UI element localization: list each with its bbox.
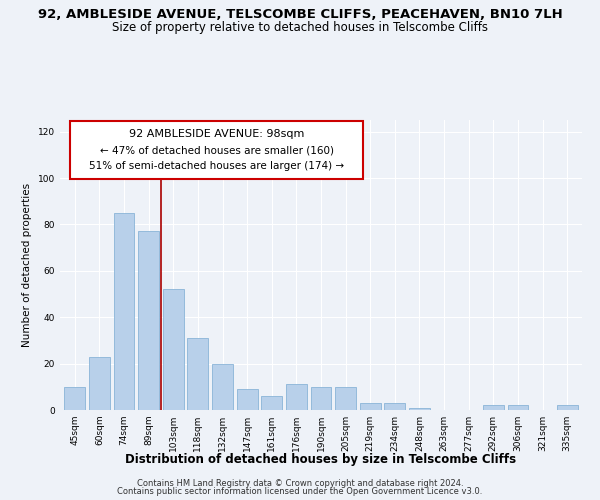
Bar — [89, 356, 110, 410]
Bar — [113, 213, 134, 410]
Text: Contains HM Land Registry data © Crown copyright and database right 2024.: Contains HM Land Registry data © Crown c… — [137, 478, 463, 488]
Bar — [212, 364, 233, 410]
Bar — [483, 406, 504, 410]
FancyBboxPatch shape — [70, 122, 363, 180]
Bar — [261, 396, 282, 410]
Text: Size of property relative to detached houses in Telscombe Cliffs: Size of property relative to detached ho… — [112, 21, 488, 34]
Bar — [385, 403, 406, 410]
Bar — [236, 389, 257, 410]
Text: 51% of semi-detached houses are larger (174) →: 51% of semi-detached houses are larger (… — [89, 160, 344, 170]
Bar — [286, 384, 307, 410]
Text: Distribution of detached houses by size in Telscombe Cliffs: Distribution of detached houses by size … — [125, 452, 517, 466]
Y-axis label: Number of detached properties: Number of detached properties — [22, 183, 32, 347]
Bar — [360, 403, 381, 410]
Bar — [508, 406, 529, 410]
Bar — [138, 232, 159, 410]
Text: 92 AMBLESIDE AVENUE: 98sqm: 92 AMBLESIDE AVENUE: 98sqm — [129, 128, 304, 138]
Bar — [335, 387, 356, 410]
Text: Contains public sector information licensed under the Open Government Licence v3: Contains public sector information licen… — [118, 487, 482, 496]
Text: ← 47% of detached houses are smaller (160): ← 47% of detached houses are smaller (16… — [100, 145, 334, 155]
Bar — [64, 387, 85, 410]
Bar — [163, 290, 184, 410]
Bar — [187, 338, 208, 410]
Text: 92, AMBLESIDE AVENUE, TELSCOMBE CLIFFS, PEACEHAVEN, BN10 7LH: 92, AMBLESIDE AVENUE, TELSCOMBE CLIFFS, … — [38, 8, 562, 20]
Bar — [557, 406, 578, 410]
Bar — [311, 387, 331, 410]
Bar — [409, 408, 430, 410]
